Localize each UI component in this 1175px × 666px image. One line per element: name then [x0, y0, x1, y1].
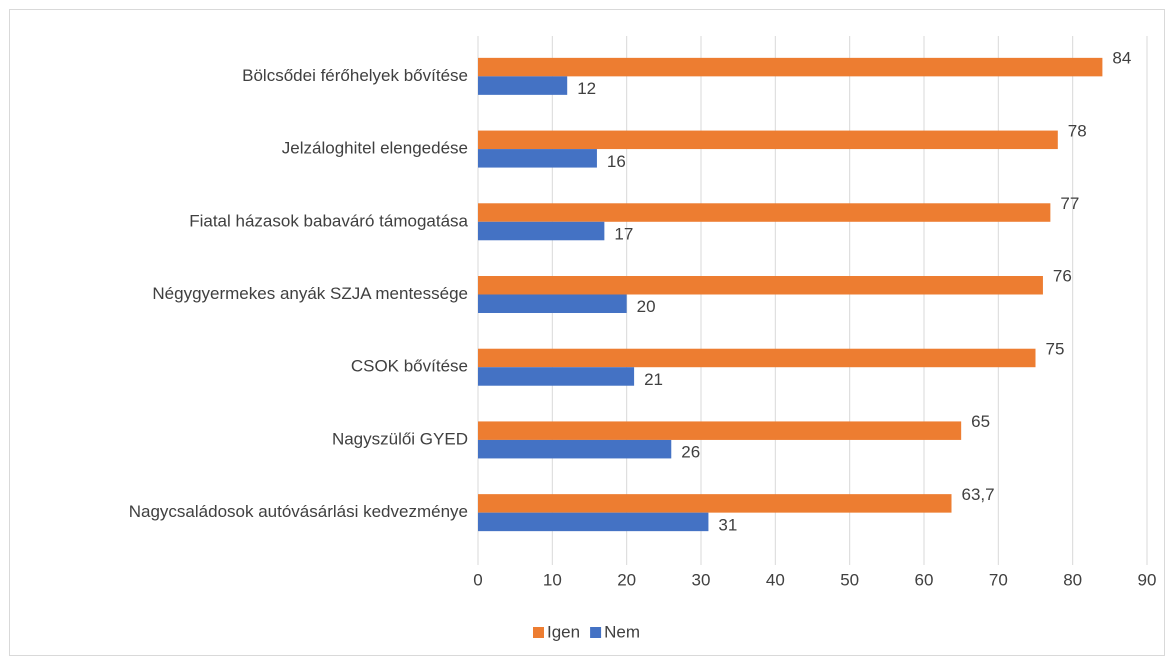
x-tick-label: 90 — [1138, 570, 1157, 589]
data-label: 12 — [577, 79, 596, 98]
data-label: 77 — [1060, 194, 1079, 213]
x-tick-label: 30 — [692, 570, 711, 589]
data-label: 16 — [607, 152, 626, 171]
x-tick-label: 0 — [473, 570, 482, 589]
legend-label: Nem — [604, 622, 640, 641]
x-tick-label: 50 — [840, 570, 859, 589]
data-label: 63,7 — [962, 485, 995, 504]
bar — [478, 294, 627, 313]
bar — [478, 76, 568, 95]
data-label: 84 — [1112, 49, 1131, 68]
chart-border — [9, 9, 1165, 656]
y-tick-label: CSOK bővítése — [351, 357, 468, 376]
bar — [478, 57, 1103, 77]
bar — [478, 149, 597, 168]
legend-swatch — [590, 627, 602, 638]
x-tick-label: 40 — [766, 570, 785, 589]
bar — [478, 221, 605, 241]
y-tick-label: Bölcsődei férőhelyek bővítése — [242, 66, 468, 85]
bar — [478, 203, 1051, 222]
bar — [478, 130, 1058, 150]
y-tick-label: Fiatal házasok babaváró támogatása — [189, 211, 468, 230]
legend-swatch — [533, 627, 544, 638]
data-label: 78 — [1068, 121, 1087, 140]
data-label: 76 — [1053, 267, 1072, 286]
data-label: 21 — [644, 370, 663, 389]
bar — [478, 276, 1043, 295]
x-tick-label: 70 — [989, 570, 1008, 589]
y-tick-label: Négygyermekes anyák SZJA mentessége — [152, 284, 468, 303]
data-label: 26 — [681, 443, 700, 462]
data-label: 17 — [614, 225, 633, 244]
data-label: 65 — [971, 412, 990, 431]
x-tick-label: 20 — [617, 570, 636, 589]
bar — [478, 421, 962, 440]
data-label: 31 — [718, 515, 737, 534]
y-tick-label: Jelzáloghitel elengedése — [282, 139, 468, 158]
bar — [478, 367, 635, 386]
x-tick-label: 10 — [543, 570, 562, 589]
y-tick-label: Nagyszülői GYED — [332, 429, 468, 448]
data-label: 75 — [1046, 339, 1065, 358]
x-tick-label: 80 — [1063, 570, 1082, 589]
data-label: 20 — [637, 297, 656, 316]
bar — [478, 494, 952, 513]
y-tick-label: Nagycsaládosok autóvásárlási kedvezménye — [129, 502, 468, 521]
bar — [478, 512, 709, 532]
bar — [478, 348, 1036, 368]
legend-label: Igen — [547, 622, 580, 641]
bar — [478, 439, 672, 459]
x-tick-label: 60 — [915, 570, 934, 589]
